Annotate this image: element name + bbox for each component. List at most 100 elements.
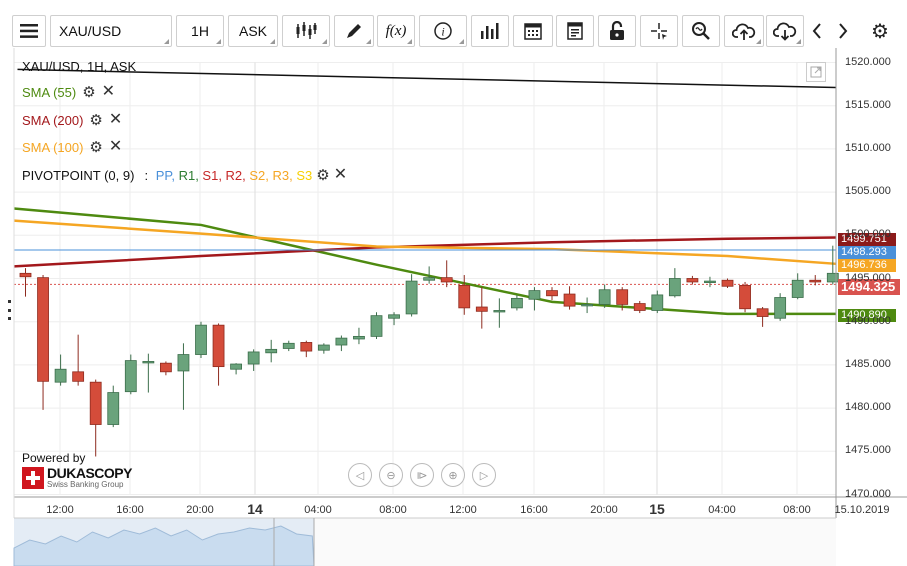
- dukascopy-tagline: Swiss Banking Group: [47, 480, 124, 489]
- sma200-label: SMA (200): [22, 112, 84, 128]
- scroll-left-button[interactable]: [805, 15, 829, 47]
- candle-body: [563, 293, 576, 307]
- series-sma-200: [13, 236, 837, 268]
- function-indicator-icon: f(x): [385, 22, 407, 39]
- lock-button[interactable]: [598, 15, 636, 47]
- pivot-remove-icon[interactable]: ✕: [333, 166, 348, 183]
- candle-body: [370, 315, 383, 337]
- candle-body: [37, 277, 49, 382]
- candle: [107, 385, 120, 428]
- zoom-icon: [692, 22, 710, 40]
- sma200-settings-icon[interactable]: ⚙: [89, 111, 103, 129]
- calendar-button[interactable]: [513, 15, 553, 47]
- document-button[interactable]: [556, 15, 594, 47]
- pivot-settings-icon[interactable]: ⚙: [316, 166, 330, 184]
- candle: [475, 287, 488, 329]
- arrow-right-icon: [839, 23, 848, 39]
- series-sma-55: [13, 207, 836, 316]
- candle-body: [19, 272, 32, 278]
- indicators-button[interactable]: f(x): [377, 15, 415, 47]
- pivot-series-list: PP, R1, S1, R2, S2, R3, S3: [156, 168, 313, 183]
- chart-navigation: ◁ ⊖ ⧐ ⊕ ▷: [348, 463, 496, 487]
- legend-sma100: SMA (100) ⚙ ✕: [22, 139, 122, 155]
- x-tick-label: 16:00: [520, 504, 548, 516]
- series-sma-100: [13, 219, 837, 266]
- price-label: 1496.736: [838, 259, 896, 272]
- candle-body: [546, 290, 558, 297]
- volume-button[interactable]: [471, 15, 509, 47]
- info-button[interactable]: i: [419, 15, 467, 47]
- timeframe-selector[interactable]: 1H: [176, 15, 224, 47]
- hamburger-menu-icon[interactable]: [12, 15, 46, 47]
- dukascopy-cross-icon: [22, 466, 44, 489]
- draw-button[interactable]: [334, 15, 374, 47]
- candle: [405, 274, 418, 317]
- x-tick-label: 08:00: [379, 504, 407, 516]
- download-button[interactable]: [766, 15, 804, 47]
- candle: [563, 286, 576, 310]
- y-tick-label: 1500.000: [845, 228, 891, 241]
- candle: [212, 323, 225, 386]
- chart-type-button[interactable]: [282, 15, 330, 47]
- x-tick-label: 04:00: [708, 504, 736, 516]
- candlestick-chart-type-icon: [296, 22, 317, 39]
- y-tick-label: 1480.000: [845, 401, 891, 414]
- upload-button[interactable]: [724, 15, 764, 47]
- price-label: 1498.293: [838, 246, 896, 259]
- candle: [72, 334, 85, 386]
- arrow-left-icon: [812, 23, 821, 39]
- side-selector[interactable]: ASK: [228, 15, 278, 47]
- candle: [195, 321, 207, 358]
- candle-body: [353, 335, 365, 340]
- candle-body: [826, 272, 839, 283]
- candle-body: [124, 360, 137, 393]
- scroll-right-button[interactable]: [831, 15, 855, 47]
- candle-body: [54, 368, 67, 383]
- candle-body: [475, 306, 488, 312]
- expand-icon[interactable]: [806, 62, 826, 82]
- candle: [528, 287, 541, 311]
- candle-body: [230, 363, 243, 370]
- pivot-series-r1: R1,: [178, 167, 203, 183]
- candle-body: [686, 278, 699, 283]
- nav-fit-button[interactable]: ⧐: [410, 463, 434, 487]
- candle-body: [633, 303, 646, 311]
- candle: [37, 275, 49, 410]
- nav-next-button[interactable]: ▷: [472, 463, 496, 487]
- sma200-remove-icon[interactable]: ✕: [108, 111, 123, 128]
- candle: [335, 335, 348, 352]
- candle: [791, 273, 804, 300]
- side-label: ASK: [238, 23, 267, 39]
- sma100-settings-icon[interactable]: ⚙: [89, 138, 103, 156]
- price-label: 1494.325: [838, 279, 900, 295]
- cloud-download-icon: [773, 22, 797, 41]
- nav-prev-button[interactable]: ◁: [348, 463, 372, 487]
- panel-resize-handle[interactable]: [8, 300, 11, 320]
- candle-body: [142, 361, 155, 364]
- crosshair-button[interactable]: [640, 15, 678, 47]
- price-chart[interactable]: [0, 48, 907, 566]
- sma100-label: SMA (100): [22, 139, 84, 155]
- candle-body: [300, 342, 313, 352]
- crosshair-icon: [651, 23, 667, 40]
- y-tick-label: 1510.000: [845, 141, 891, 154]
- navigator-panel: [13, 517, 836, 566]
- sma55-settings-icon[interactable]: ⚙: [82, 83, 96, 101]
- candle-body: [388, 314, 400, 319]
- candle: [247, 349, 260, 371]
- nav-zoom-in-button[interactable]: ⊕: [441, 463, 465, 487]
- candle-body: [89, 381, 102, 425]
- legend-sma55: SMA (55) ⚙ ✕: [22, 84, 115, 100]
- x-tick-label: 08:00: [783, 504, 811, 516]
- settings-button[interactable]: ⚙: [866, 15, 894, 47]
- nav-zoom-out-button[interactable]: ⊖: [379, 463, 403, 487]
- candle-body: [159, 362, 172, 373]
- y-tick-label: 1520.000: [845, 55, 891, 68]
- zoom-button[interactable]: [682, 15, 720, 47]
- sma55-remove-icon[interactable]: ✕: [101, 83, 116, 100]
- y-tick-label: 1505.000: [845, 185, 891, 198]
- sma100-remove-icon[interactable]: ✕: [108, 138, 123, 155]
- candle-body: [598, 289, 611, 305]
- symbol-selector[interactable]: XAU/USD: [50, 15, 172, 47]
- candle: [721, 278, 734, 289]
